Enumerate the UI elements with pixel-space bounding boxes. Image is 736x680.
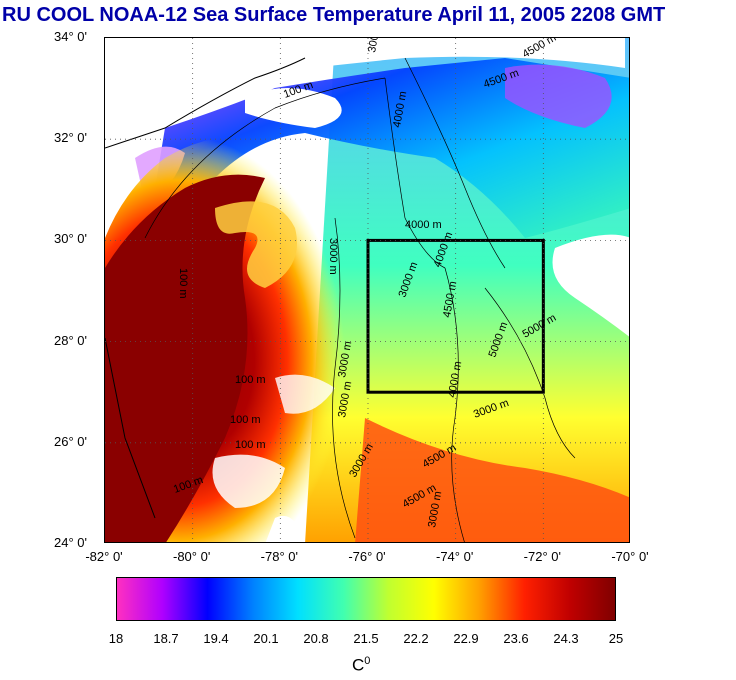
unit-text: C <box>352 655 365 675</box>
longitude-label: -78° 0' <box>260 549 298 564</box>
contour-label: 100 m <box>235 374 266 386</box>
longitude-label: -82° 0' <box>85 549 123 564</box>
latitude-label: 30° 0' <box>54 231 87 247</box>
coastline <box>105 57 306 149</box>
colorbar-tick-label: 18 <box>108 631 124 646</box>
colorbar-tick-label: 19.4 <box>203 631 229 646</box>
colorbar-tick-label: 22.9 <box>453 631 479 646</box>
latitude-label: 28° 0' <box>54 332 87 348</box>
longitude-label: -76° 0' <box>348 549 386 564</box>
cold-patch <box>505 64 612 128</box>
latitude-label: 34° 0' <box>54 29 87 44</box>
latitude-label: 24° 0' <box>54 535 87 550</box>
sst-map[interactable]: 100 m 100 m 100 m 100 m 100 m 100 m 3000 m 3000… <box>104 37 630 543</box>
longitude-label: -70° 0' <box>611 549 649 564</box>
colorbar-tick-label: 22.2 <box>403 631 429 646</box>
bathymetry-contours <box>144 57 576 542</box>
florida-coast <box>105 337 156 519</box>
colorbar-tick-label: 20.8 <box>303 631 329 646</box>
unit-superscript: 0 <box>364 655 371 667</box>
colorbar-tick-label: 24.3 <box>553 631 579 646</box>
colorbar-tick-label: 25 <box>608 631 624 646</box>
contour-label: 100 m <box>235 439 266 451</box>
latitude-label: 32° 0' <box>54 130 87 146</box>
longitude-label: -74° 0' <box>436 549 474 564</box>
colorbar-tick-label: 20.1 <box>253 631 279 646</box>
longitude-label: -72° 0' <box>523 549 561 564</box>
contour-label: 3000 m <box>327 238 339 275</box>
colorbar-unit: C0 <box>352 655 370 676</box>
colorbar <box>116 577 616 621</box>
cloud-cover <box>105 38 629 542</box>
latitude-label: 26° 0' <box>54 433 87 449</box>
gulf-stream-core <box>105 174 265 542</box>
map-title: RU COOL NOAA-12 Sea Surface Temperature … <box>2 4 666 26</box>
contour-label: 4000 m <box>405 219 442 231</box>
warm-eddy <box>215 201 297 288</box>
colorbar-tick-label: 18.7 <box>153 631 179 646</box>
contour-label: 100 m <box>230 414 261 426</box>
colorbar-gradient <box>117 578 615 620</box>
contour-label: 100 m <box>177 268 189 299</box>
southern-warm-band <box>355 418 629 542</box>
colorbar-tick-label: 21.5 <box>353 631 379 646</box>
longitude-label: -80° 0' <box>173 549 211 564</box>
colorbar-tick-label: 23.6 <box>503 631 529 646</box>
